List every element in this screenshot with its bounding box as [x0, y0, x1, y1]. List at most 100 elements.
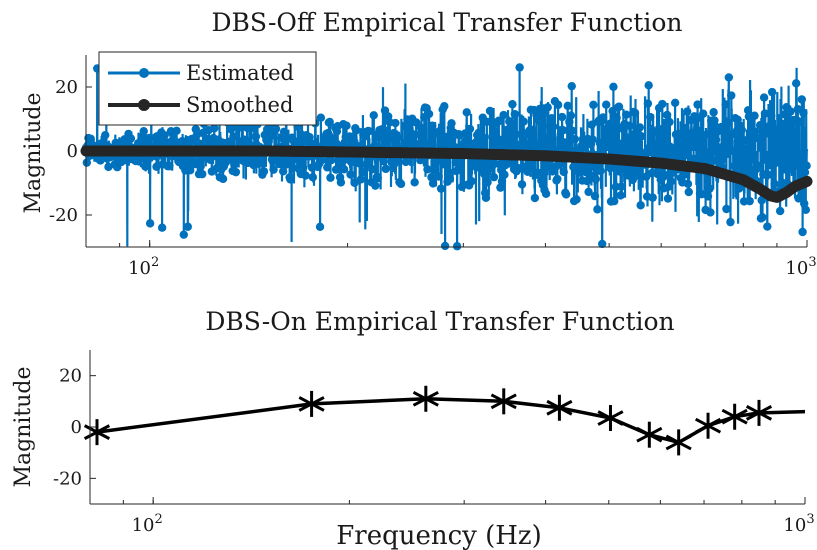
- estimated-point: [721, 100, 730, 109]
- estimated-point: [781, 141, 790, 150]
- title-dbs-off: DBS-Off Empirical Transfer Function: [211, 8, 682, 37]
- estimated-point: [591, 174, 600, 184]
- estimated-point: [771, 140, 780, 149]
- estimated-point: [799, 108, 808, 118]
- estimated-point: [435, 126, 444, 136]
- star-stroke: [83, 424, 111, 440]
- estimated-point: [485, 106, 495, 116]
- title-dbs-on: DBS-On Empirical Transfer Function: [205, 307, 674, 336]
- estimated-point: [665, 117, 674, 127]
- estimated-point: [572, 195, 581, 204]
- axes-dbs-off: -20 0 20 102 103: [49, 55, 817, 279]
- estimated-point: [606, 119, 615, 128]
- estimated-point: [553, 100, 563, 110]
- estimated-point: [520, 131, 529, 141]
- estimated-point: [356, 175, 366, 184]
- star-stroke: [745, 405, 773, 421]
- estimated-point: [465, 124, 475, 134]
- star-stroke: [546, 399, 573, 416]
- estimated-point: [764, 122, 774, 131]
- bot-ytick-label: -20: [53, 468, 82, 489]
- estimated-point: [251, 132, 261, 141]
- estimated-point: [666, 177, 676, 186]
- dbs-on-point: [490, 388, 517, 415]
- estimated-point: [644, 81, 653, 90]
- estimated-point: [709, 108, 718, 117]
- estimated-point: [419, 125, 428, 134]
- estimated-point: [753, 161, 762, 170]
- estimated-point: [445, 174, 455, 184]
- estimated-point: [602, 100, 611, 109]
- estimated-point: [636, 201, 645, 210]
- estimated-point: [288, 163, 298, 172]
- estimated-point: [541, 189, 551, 198]
- dbs-on-series: [83, 385, 806, 456]
- estimated-point: [566, 111, 576, 120]
- estimated-point: [160, 131, 169, 140]
- estimated-point: [662, 110, 672, 120]
- estimated-point: [537, 142, 547, 151]
- bot-ytick-label: 0: [71, 417, 82, 438]
- subplot-dbs-on: DBS-On Empirical Transfer Function -20 0 2…: [11, 307, 815, 550]
- estimated-point: [534, 116, 544, 125]
- estimated-point: [229, 132, 238, 141]
- estimated-point: [724, 73, 734, 82]
- estimated-point: [773, 133, 782, 142]
- estimated-point: [452, 242, 462, 251]
- estimated-point: [658, 99, 667, 109]
- estimated-point: [615, 139, 625, 148]
- estimated-point: [423, 165, 432, 174]
- estimated-point: [565, 117, 574, 127]
- estimated-point: [559, 167, 568, 177]
- estimated-point: [494, 116, 504, 125]
- estimated-point: [364, 126, 374, 136]
- estimated-point: [126, 134, 136, 143]
- estimated-point: [567, 81, 576, 91]
- estimated-point: [775, 206, 785, 216]
- estimated-point: [281, 160, 290, 169]
- estimated-point: [440, 241, 450, 251]
- estimated-point: [743, 149, 752, 158]
- estimated-point: [681, 123, 690, 133]
- star-stroke: [412, 390, 439, 407]
- legend-smoothed-label: Smoothed: [186, 93, 293, 117]
- dbs-on-point: [745, 399, 773, 426]
- estimated-point: [703, 192, 713, 201]
- estimated-point: [612, 113, 621, 123]
- estimated-point: [703, 151, 712, 161]
- estimated-point: [651, 140, 661, 149]
- estimated-point: [410, 178, 419, 187]
- estimated-point: [474, 128, 483, 137]
- estimated-point: [763, 222, 772, 231]
- top-ytick-label: 0: [67, 141, 78, 162]
- estimated-point: [336, 178, 346, 187]
- estimated-point: [626, 146, 635, 155]
- estimated-point: [598, 239, 607, 249]
- top-xtick-label: 102: [128, 255, 159, 279]
- estimated-point: [638, 149, 648, 159]
- estimated-point: [394, 157, 403, 166]
- estimated-point: [316, 113, 326, 122]
- estimated-point: [706, 208, 715, 217]
- star-stroke: [298, 396, 325, 412]
- estimated-point: [358, 167, 367, 177]
- estimated-point: [530, 193, 540, 203]
- estimated-point: [210, 124, 219, 133]
- estimated-point: [561, 190, 571, 199]
- estimated-point: [581, 168, 591, 177]
- estimated-point: [323, 163, 332, 172]
- estimated-point: [483, 178, 492, 187]
- estimated-point: [760, 109, 770, 118]
- star-stroke: [721, 408, 748, 425]
- estimated-point: [326, 173, 335, 182]
- estimated-point: [580, 141, 589, 151]
- estimated-point: [705, 184, 714, 193]
- estimated-point: [553, 174, 562, 184]
- estimated-point: [346, 170, 355, 179]
- estimated-point: [141, 162, 150, 171]
- estimated-point: [489, 172, 499, 182]
- plot-area-dbs-off: [80, 56, 813, 251]
- estimated-point: [145, 133, 154, 143]
- smoothed-series: [80, 145, 813, 203]
- estimated-point: [625, 121, 634, 130]
